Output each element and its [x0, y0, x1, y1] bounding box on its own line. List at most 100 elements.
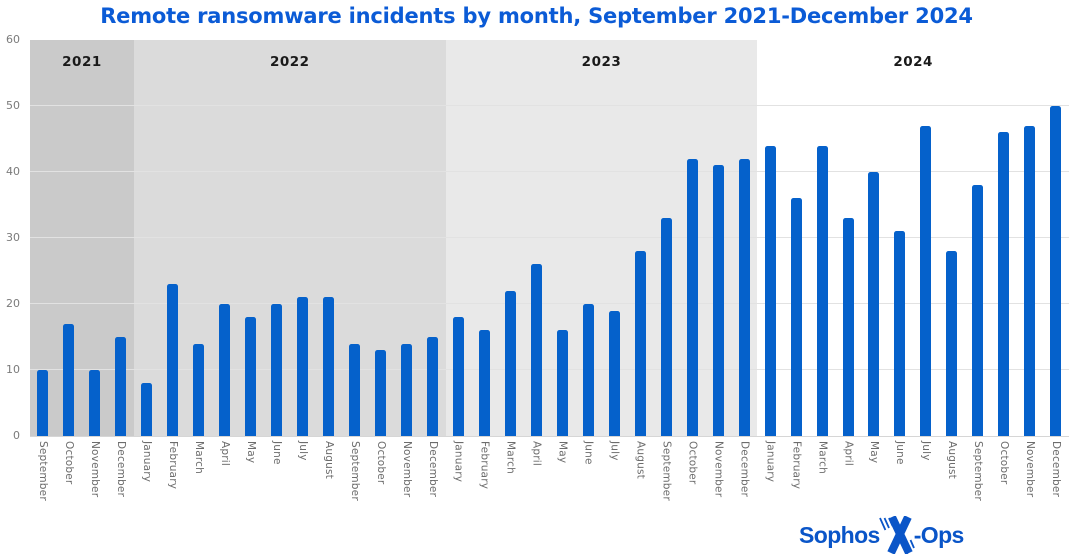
bar-march-2024 [816, 145, 828, 436]
bar-october-2023 [686, 158, 698, 436]
x-label-slot-september-2024: September [965, 441, 991, 523]
x-label-slot-september-2022: September [342, 441, 368, 523]
bar-june-2022 [271, 304, 283, 436]
bar-slot-august-2022 [316, 40, 342, 436]
x-label-slot-october-2021: October [56, 441, 82, 523]
x-label-march-2023: March [504, 441, 517, 475]
bar-august-2023 [634, 251, 646, 436]
x-label-december-2023: December [738, 441, 751, 498]
year-label-2022: 2022 [269, 54, 310, 70]
x-label-slot-september-2021: September [30, 441, 56, 523]
x-label-slot-february-2023: February [471, 441, 497, 523]
x-label-august-2022: August [322, 441, 335, 479]
x-label-slot-may-2024: May [861, 441, 887, 523]
bar-slot-march-2023 [497, 40, 523, 436]
x-label-slot-december-2022: December [420, 441, 446, 523]
bar-slot-january-2022 [134, 40, 160, 436]
bar-september-2024 [972, 185, 984, 436]
x-label-january-2022: January [141, 441, 154, 483]
bar-slot-march-2024 [809, 40, 835, 436]
year-label-2021: 2021 [62, 54, 102, 70]
x-label-may-2024: May [868, 441, 881, 464]
x-label-may-2023: May [556, 441, 569, 464]
bar-july-2022 [297, 297, 309, 436]
x-label-slot-january-2024: January [757, 441, 783, 523]
bar-slot-april-2022 [212, 40, 238, 436]
bar-february-2022 [167, 284, 179, 436]
bar-slot-october-2022 [368, 40, 394, 436]
bar-slot-january-2024 [757, 40, 783, 436]
x-label-december-2021: December [115, 441, 128, 498]
bar-december-2022 [427, 337, 439, 436]
x-label-slot-may-2023: May [549, 441, 575, 523]
x-label-september-2023: September [660, 441, 673, 501]
x-label-slot-june-2023: June [575, 441, 601, 523]
bar-january-2022 [141, 383, 153, 436]
x-label-slot-september-2023: September [653, 441, 679, 523]
y-tick-10: 10 [6, 363, 20, 377]
bar-december-2023 [738, 158, 750, 436]
bar-march-2022 [193, 343, 205, 436]
bar-may-2023 [556, 330, 568, 436]
bar-november-2023 [712, 165, 724, 436]
bar-september-2021 [37, 370, 49, 436]
y-tick-20: 20 [6, 297, 20, 311]
bar-slot-july-2022 [290, 40, 316, 436]
bar-slot-october-2024 [991, 40, 1017, 436]
x-label-slot-july-2022: July [290, 441, 316, 523]
bar-slot-june-2024 [887, 40, 913, 436]
bar-slot-november-2022 [394, 40, 420, 436]
bar-october-2024 [998, 132, 1010, 436]
bar-february-2024 [790, 198, 802, 436]
x-label-november-2022: November [400, 441, 413, 498]
x-label-december-2024: December [1050, 441, 1063, 498]
x-label-slot-june-2024: June [887, 441, 913, 523]
bar-slot-november-2024 [1017, 40, 1043, 436]
y-axis: 0 10 20 30 40 50 60 [0, 34, 26, 442]
y-tick-30: 30 [6, 231, 20, 244]
bar-slot-june-2022 [264, 40, 290, 436]
bar-slot-december-2021 [108, 40, 134, 436]
y-tick-50: 50 [6, 99, 20, 112]
x-label-september-2022: September [348, 441, 361, 501]
x-label-august-2024: August [946, 441, 959, 479]
bar-slot-february-2023 [471, 40, 497, 436]
bar-slot-july-2024 [913, 40, 939, 436]
bar-november-2021 [89, 370, 101, 436]
logo-text-ops: -Ops [913, 521, 965, 548]
bar-january-2024 [764, 145, 776, 436]
bar-slot-may-2023 [549, 40, 575, 436]
x-label-october-2022: October [374, 441, 387, 485]
bar-slot-september-2021 [30, 40, 56, 436]
bar-slot-june-2023 [575, 40, 601, 436]
bar-july-2023 [608, 310, 620, 436]
year-label-2024: 2024 [893, 54, 933, 70]
x-label-slot-july-2023: July [601, 441, 627, 523]
x-label-slot-march-2024: March [809, 441, 835, 523]
bar-september-2023 [660, 218, 672, 436]
bar-january-2023 [452, 317, 464, 436]
logo-text-sophos: Sophos [799, 521, 880, 548]
x-hatch-icon [878, 516, 915, 554]
bar-slot-january-2023 [446, 40, 472, 436]
bar-february-2023 [478, 330, 490, 436]
x-label-april-2022: April [219, 441, 232, 466]
x-label-slot-april-2024: April [835, 441, 861, 523]
x-label-december-2022: December [426, 441, 439, 498]
bar-march-2023 [504, 290, 516, 436]
x-label-february-2024: February [790, 441, 803, 490]
bar-slot-november-2021 [82, 40, 108, 436]
x-label-slot-october-2024: October [991, 441, 1017, 523]
bar-april-2022 [219, 304, 231, 436]
bar-slot-april-2023 [523, 40, 549, 436]
bar-june-2023 [582, 304, 594, 436]
x-label-slot-august-2024: August [939, 441, 965, 523]
x-label-november-2023: November [712, 441, 725, 498]
x-label-slot-august-2022: August [316, 441, 342, 523]
x-label-slot-november-2022: November [394, 441, 420, 523]
x-label-slot-november-2023: November [705, 441, 731, 523]
bar-slot-october-2021 [56, 40, 82, 436]
x-label-slot-december-2021: December [108, 441, 134, 523]
bar-slot-july-2023 [601, 40, 627, 436]
